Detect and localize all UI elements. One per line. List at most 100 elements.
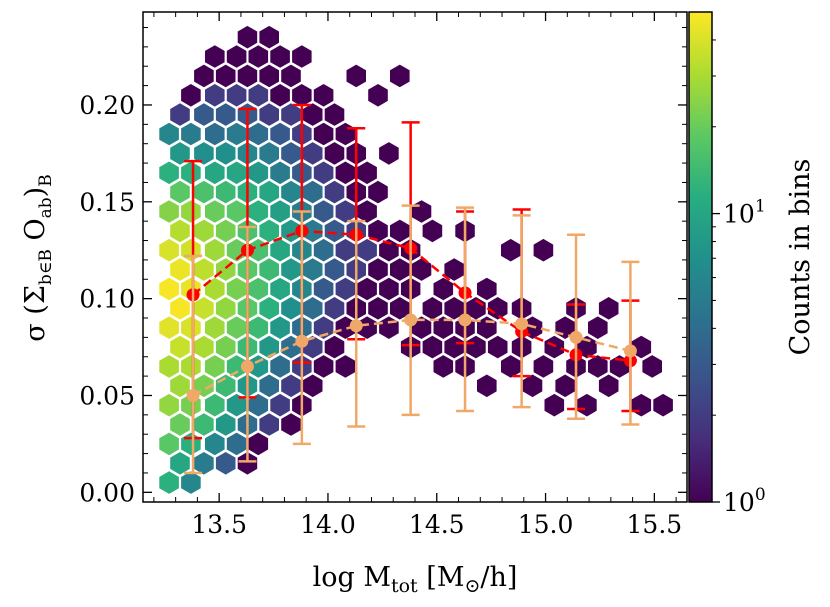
hexbin-cell [390,64,410,88]
hexbin-cell [324,258,345,281]
hexbin-cell [248,200,269,223]
hexbin-cell [270,393,290,417]
hexbin-cell [159,432,179,456]
hexbin-cell [194,219,214,243]
hexbin-cell [302,297,323,320]
hexbin-cell [653,393,673,417]
hexbin-cell [170,103,190,126]
hexbin-cell [259,64,279,88]
hexbin-cell [248,277,269,301]
hexbin-cell [324,219,345,243]
hexbin-cell [170,258,190,281]
hexbin-cell [270,277,290,301]
hexbin-cell [444,335,464,359]
hexbin-cell [226,316,247,339]
hexbin-cell [259,142,279,165]
data-point [186,388,200,402]
hexbin-cell [259,258,279,281]
hexbin-cell [411,258,432,281]
hexbin-cell [270,355,290,378]
hexbin-cell [215,258,236,281]
hexbin-cell [390,258,410,281]
hexbin-cell [181,471,201,494]
hexbin-cell [270,238,290,262]
hexbin-cell [181,200,201,223]
hexbin-cell [335,122,356,146]
x-tick-label: 13.5 [191,510,247,539]
data-point [295,334,309,348]
hexbin-cell [270,316,290,339]
hexbin-cell [335,161,356,185]
hexbin-cell [248,432,269,456]
hexbin-cell [444,297,464,320]
hexbin-cell [170,413,190,436]
colorbar-tick-label: 100 [723,485,766,517]
hexbin-cell [379,277,399,301]
hexbin-cell [302,180,323,204]
hexbin-cell [281,142,301,165]
hexbin-cell [181,122,201,146]
hexbin-cell [159,355,179,378]
hexbin-cell [335,277,356,301]
hexbin-cell [598,297,619,320]
hexbin-cell [205,393,225,417]
hexbin-cell [248,122,269,146]
hexbin-cell [248,316,269,339]
data-point [623,344,637,358]
hexbin-cell [215,103,236,126]
hexbin-cell [194,452,214,475]
hexbin-cell [194,103,214,126]
hexbin-cell [205,122,225,146]
hexbin-cell [292,84,312,107]
hexbin-cell [324,335,345,359]
x-tick-label: 14.5 [409,510,465,539]
hexbin-cell [205,84,225,107]
hexbin-cell [205,432,225,456]
hexbin-cell [205,316,225,339]
y-tick-label: 0.10 [79,285,135,314]
hexbin-cell [248,355,269,378]
hexbin-cell [379,316,399,339]
hexbin-cell [281,64,301,88]
hexbin-layer [159,25,673,494]
hexbin-cell [170,142,190,165]
hexbin-cell [181,355,201,378]
hexbin-cell [281,258,301,281]
y-tick-label: 0.20 [79,91,135,120]
hexbin-cell [313,316,334,339]
hexbin-cell [444,258,464,281]
errorbar-series-layer [184,103,640,475]
hexbin-cell [281,374,301,398]
hexbin-cell [335,238,356,262]
hexbin-cell [588,316,608,339]
hexbin-cell [270,161,290,185]
hexbin-cell [194,335,214,359]
hexbin-cell [170,335,190,359]
hexbin-cell [215,180,236,204]
hexbin-cell [205,161,225,185]
data-point [458,313,472,327]
x-tick-label: 15.5 [627,510,683,539]
hexbin-cell [226,277,247,301]
hexbin-cell [357,277,377,301]
colorbar-tick-label: 101 [723,197,766,229]
hexbin-cell [281,103,301,126]
hexbin-cell [181,432,201,456]
hexbin-cell [159,122,179,146]
hexbin-cell [226,122,247,146]
hexbin-cell [215,452,236,475]
hexbin-cell [159,471,179,494]
hexbin-cell [588,355,608,378]
hexbin-cell [259,25,279,49]
x-tick-label: 14.0 [300,510,356,539]
hexbin-cell [433,355,454,378]
hexbin-cell [555,374,575,398]
hexbin-cell [205,45,225,68]
hexbin-cell [302,219,323,243]
hexbin-cell [477,374,497,398]
hexbin-cell [159,393,179,417]
hexbin-cell [248,84,269,107]
x-axis-label: log Mtot [M⊙/h] [313,562,518,597]
hexbin-cell [313,84,334,107]
hexbin-cell [324,297,345,320]
